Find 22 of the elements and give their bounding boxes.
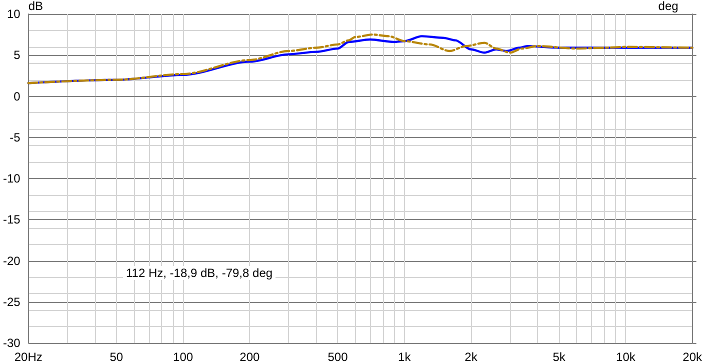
annotation: 112 Hz, -18,9 dB, -79,8 deg [126, 266, 273, 280]
y-tick-label: 0 [14, 89, 21, 104]
y-tick-label: 10 [6, 7, 21, 21]
x-tick-label: 20k [682, 350, 703, 363]
y-tick-label: -15 [3, 212, 21, 227]
y-tick-label: -30 [3, 336, 21, 350]
x-tick-label: 50 [110, 350, 124, 363]
x-tick-label: 100 [173, 350, 194, 363]
y-tick-label: -5 [10, 130, 21, 144]
y-tick-label: -10 [3, 172, 21, 186]
y2-axis-title: deg [658, 0, 678, 13]
x-tick-label: 2k [464, 350, 478, 363]
x-tick-label: 20Hz [14, 350, 42, 363]
y-tick-label: -20 [3, 254, 21, 268]
y-axis-title: dB [28, 0, 44, 13]
x-tick-label: 10k [616, 350, 636, 363]
y-tick-label: 5 [14, 48, 21, 62]
y-tick-label: -25 [3, 294, 21, 309]
x-tick-label: 200 [240, 350, 260, 363]
x-tick-label: 1k [398, 350, 412, 363]
x-tick-label: 5k [552, 350, 566, 363]
x-tick-label: 500 [328, 350, 348, 363]
